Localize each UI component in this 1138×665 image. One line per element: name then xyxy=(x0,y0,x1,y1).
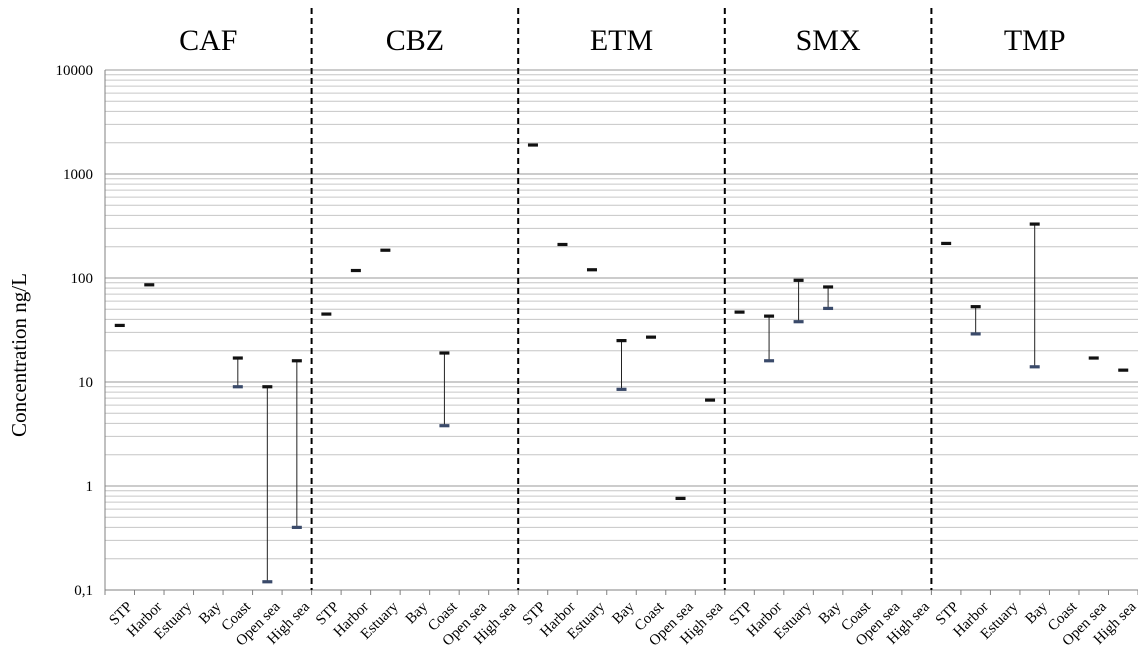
y-tick-labels: 0,1 1 10 100 1000 10000 xyxy=(56,63,94,599)
range-mark xyxy=(616,339,627,391)
point-mark xyxy=(144,283,155,287)
point-mark xyxy=(114,323,125,328)
range-mark xyxy=(586,268,597,272)
point-mark xyxy=(1118,368,1129,372)
range-mark xyxy=(941,241,952,246)
range-mark xyxy=(321,312,332,316)
high-mark xyxy=(970,305,981,309)
range-mark xyxy=(1029,222,1040,369)
range-mark xyxy=(144,283,155,287)
y-tick-label: 0,1 xyxy=(74,583,93,599)
point-mark xyxy=(1088,356,1099,360)
panel-title: TMP xyxy=(1004,24,1066,57)
range-mark xyxy=(764,314,775,363)
range-mark xyxy=(527,143,538,147)
range-mark xyxy=(439,351,450,428)
high-mark xyxy=(764,314,775,318)
point-mark xyxy=(527,143,538,147)
panel-titles: CAF CBZ ETM SMX TMP xyxy=(179,24,1065,57)
range-mark xyxy=(646,335,657,339)
panel-title: CAF xyxy=(179,24,237,57)
high-mark xyxy=(823,285,834,289)
point-mark xyxy=(646,335,657,339)
high-mark xyxy=(1029,222,1040,226)
panel-title: ETM xyxy=(590,24,653,57)
range-mark xyxy=(705,398,716,402)
point-mark xyxy=(675,496,686,500)
panel-title: CBZ xyxy=(386,24,444,57)
y-tick-label: 10000 xyxy=(56,63,94,79)
low-mark xyxy=(1029,365,1040,369)
range-mark xyxy=(291,359,302,529)
high-mark xyxy=(793,278,804,282)
range-mark xyxy=(675,496,686,500)
panel-title: SMX xyxy=(796,24,861,57)
low-mark xyxy=(970,332,981,336)
high-mark xyxy=(291,359,302,363)
range-marks xyxy=(114,143,1129,584)
low-mark xyxy=(439,424,450,428)
point-mark xyxy=(734,310,745,314)
point-mark xyxy=(586,268,597,272)
y-tick-label: 1000 xyxy=(63,167,93,183)
grid-lines xyxy=(105,69,1138,591)
range-mark xyxy=(734,310,745,314)
y-tick-label: 100 xyxy=(71,271,94,287)
point-mark xyxy=(350,268,361,273)
point-mark xyxy=(941,241,952,246)
low-mark xyxy=(232,385,243,389)
low-mark xyxy=(823,306,834,311)
range-mark xyxy=(557,242,568,247)
range-mark xyxy=(350,268,361,273)
range-mark xyxy=(232,356,243,389)
point-mark xyxy=(321,312,332,316)
high-mark xyxy=(439,351,450,355)
range-mark xyxy=(823,285,834,311)
range-mark xyxy=(1088,356,1099,360)
y-tick-label: 10 xyxy=(78,375,93,391)
high-mark xyxy=(232,356,243,360)
low-mark xyxy=(764,359,775,363)
range-mark xyxy=(793,278,804,324)
low-mark xyxy=(616,387,627,391)
range-mark xyxy=(262,385,273,584)
range-mark xyxy=(1118,368,1129,372)
range-mark xyxy=(380,248,391,252)
low-mark xyxy=(291,525,302,529)
point-mark xyxy=(380,248,391,252)
panel-dividers xyxy=(310,8,933,590)
high-mark xyxy=(616,339,627,343)
axes xyxy=(104,70,1138,595)
low-mark xyxy=(793,320,804,324)
high-mark xyxy=(262,385,273,389)
y-axis-label: Concentration ng/L xyxy=(7,273,31,437)
range-mark xyxy=(970,305,981,336)
low-mark xyxy=(262,580,273,584)
range-mark xyxy=(114,323,125,328)
point-mark xyxy=(557,242,568,247)
y-tick-label: 1 xyxy=(86,479,94,495)
point-mark xyxy=(705,398,716,402)
